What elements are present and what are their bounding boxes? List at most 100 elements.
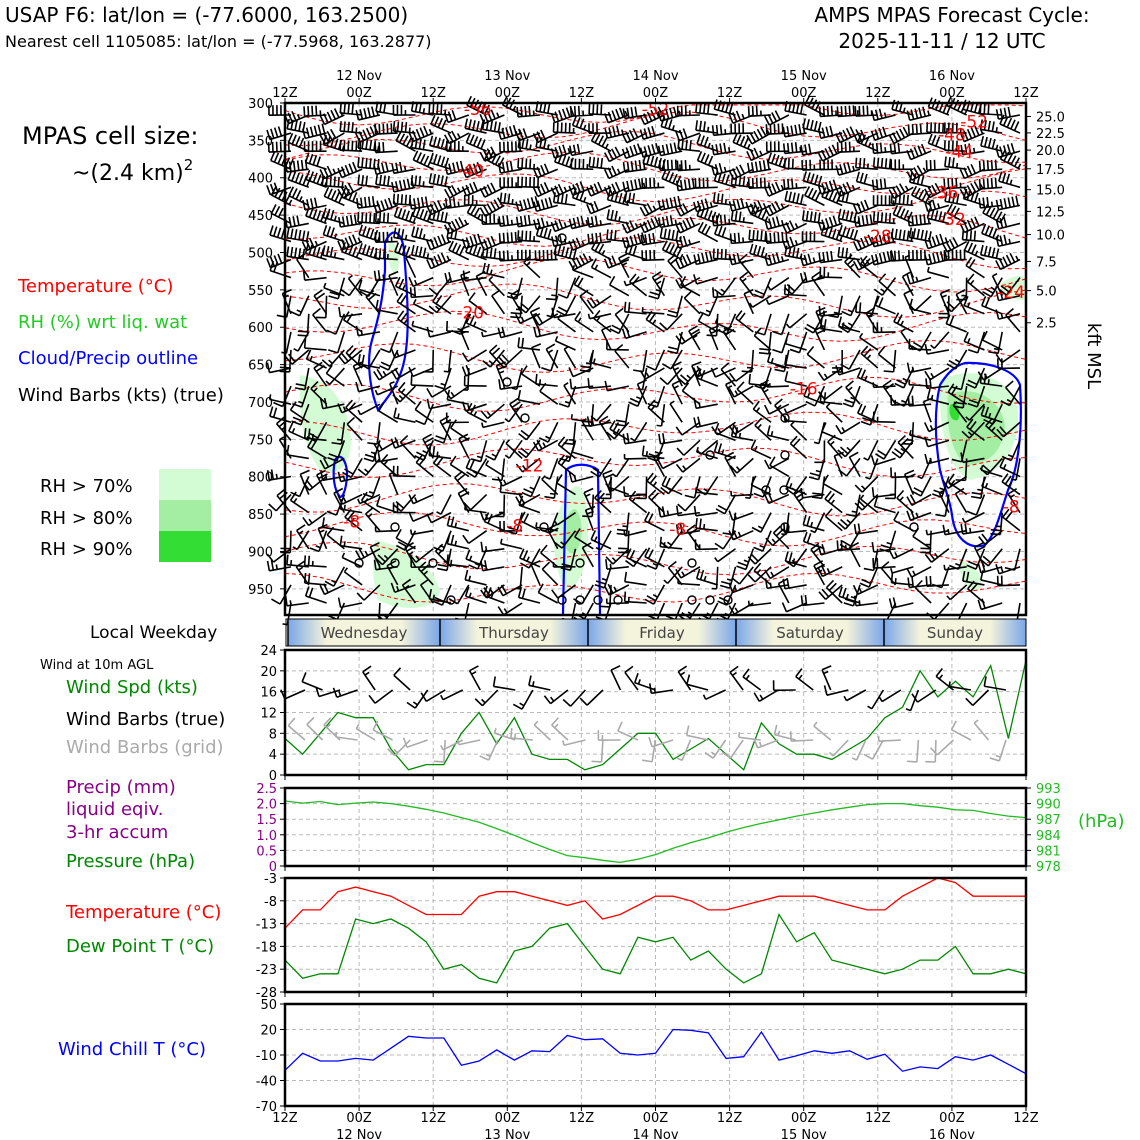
wind-barb-feather <box>735 166 742 176</box>
wind-barb-half-feather <box>707 142 711 149</box>
wind-barb-feather <box>582 542 592 549</box>
wind-barb-feather <box>643 221 649 232</box>
wind-barb-feather <box>549 527 559 534</box>
wind-barb-feather <box>1001 473 1009 483</box>
wind-barb-feather <box>862 417 873 422</box>
wind-barb-feather <box>749 132 757 143</box>
wind-barb-feather <box>897 434 906 444</box>
wind-barb <box>343 319 363 333</box>
wind-barb-feather <box>432 446 436 457</box>
wind-barb-feather <box>924 201 929 212</box>
wind-barb-feather <box>984 297 990 308</box>
wind-barb-feather <box>982 178 986 189</box>
wind-barb-feather <box>711 125 715 136</box>
wind-barb-feather <box>669 215 674 226</box>
wind-barb <box>411 324 434 333</box>
wind-barb-feather <box>664 117 669 128</box>
wind-barb-feather <box>451 109 457 120</box>
wind-barb-feather <box>951 178 954 189</box>
wind-barb-feather <box>437 200 443 210</box>
surface-wind-barb-grid-feather <box>642 759 653 763</box>
wind-barb-feather <box>918 107 923 118</box>
bottom-hour-label: 00Z <box>346 1111 372 1126</box>
wind-barb-feather <box>355 550 362 560</box>
wind-barb <box>624 457 647 460</box>
wind-barb-feather <box>714 422 720 433</box>
wind-barb-half-feather <box>867 313 873 318</box>
wind-barb-feather <box>877 345 886 355</box>
temperature-contour-label: -24 <box>997 283 1025 303</box>
wind-barb-feather <box>497 327 502 338</box>
wind-barb-feather <box>738 211 742 222</box>
surface-wind-barb-grid-half-feather <box>393 748 399 754</box>
wind-barb-feather <box>849 228 855 239</box>
wind-barb-feather <box>339 102 342 114</box>
wind-barb <box>855 222 878 228</box>
wind-barb-feather <box>273 401 283 408</box>
wind-barb-feather <box>352 161 358 172</box>
wind-barb-feather <box>784 551 789 562</box>
wind-barb-feather <box>384 199 390 210</box>
wind-barb-half-feather <box>634 222 639 229</box>
wind-barb <box>412 276 434 288</box>
wind-barb-feather <box>418 246 423 257</box>
surface-wind-barb-true <box>318 689 341 698</box>
wind-barb-feather <box>657 145 662 156</box>
wind-barb-feather <box>436 137 441 148</box>
wind-barb-feather <box>896 314 903 324</box>
wind-barb-feather <box>298 174 304 185</box>
wind-barb-feather <box>348 402 356 411</box>
wind-barb <box>753 335 772 351</box>
wind-barb-feather <box>273 152 280 163</box>
pressure-tick-label: 750 <box>248 433 273 448</box>
wind-barb <box>500 542 523 550</box>
y-tick-label: -70 <box>256 1100 277 1115</box>
wind-barb-half-feather <box>666 541 672 546</box>
wind-barb-feather <box>528 105 531 116</box>
wind-barb-feather <box>663 228 667 239</box>
wind-barb-half-feather <box>727 147 731 153</box>
wind-barb-feather <box>986 196 990 208</box>
wind-barb-feather <box>842 183 848 194</box>
wind-barb-feather <box>888 598 893 609</box>
wind-barb-feather <box>340 187 347 198</box>
wind-barb-feather <box>672 361 682 368</box>
wind-barb-feather <box>829 125 834 136</box>
wind-barb-feather <box>361 138 365 149</box>
wind-barb-feather <box>806 119 810 130</box>
wind-barb <box>515 367 523 390</box>
cloud-outline-4 <box>934 361 1022 548</box>
panel-frame <box>283 876 1028 994</box>
wind-barb-feather <box>751 105 754 116</box>
surface-wind-barb-true-half-feather <box>948 681 951 687</box>
wind-barb-feather <box>825 126 830 137</box>
wind-barb <box>662 457 683 470</box>
wind-barb-feather <box>373 213 376 224</box>
wind-barb-feather <box>292 160 296 172</box>
wind-barb-feather <box>376 368 384 379</box>
wind-barb-feather <box>606 189 611 200</box>
wind-barb-feather <box>551 236 555 247</box>
wind-barb-feather <box>682 235 688 246</box>
wind-barb-half-feather <box>549 492 556 496</box>
wind-barb-feather <box>515 130 520 141</box>
wind-barb <box>724 494 737 515</box>
wind-barb-feather <box>973 230 977 241</box>
wind-barb-feather <box>605 556 614 565</box>
wind-barb-half-feather <box>522 465 527 470</box>
wind-barb-half-feather <box>900 328 906 333</box>
wind-barb-feather <box>614 344 624 352</box>
surface-wind-barb-true-half-feather <box>364 671 370 676</box>
wind-barb-half-feather <box>522 501 526 507</box>
wind-barb-feather <box>903 288 914 295</box>
wind-barb-feather <box>501 128 506 139</box>
wind-barb-feather <box>294 229 298 240</box>
wind-barb-feather <box>676 247 683 258</box>
wind-barb-half-feather <box>656 280 662 285</box>
wind-barb-feather <box>380 200 386 211</box>
wind-barb-feather <box>470 458 481 463</box>
wind-barb-half-feather <box>585 493 591 498</box>
wind-barb-feather <box>927 551 936 561</box>
wind-barb-feather <box>428 103 431 114</box>
wind-barb-feather <box>530 307 540 313</box>
